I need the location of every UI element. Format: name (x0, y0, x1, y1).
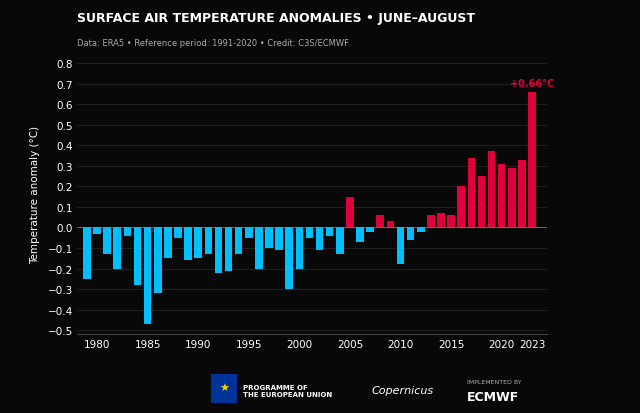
Bar (113, 228, 121, 269)
Bar (265, 228, 273, 249)
Text: Copernicus: Copernicus (371, 385, 433, 395)
Bar (83, 228, 91, 279)
Bar (518, 160, 525, 228)
Bar (326, 228, 333, 236)
Bar (214, 228, 222, 273)
Bar (468, 158, 475, 228)
Bar (407, 228, 415, 240)
Bar (124, 228, 131, 236)
Bar (184, 228, 192, 261)
Text: ECMWF: ECMWF (467, 390, 520, 403)
Bar (154, 228, 161, 294)
Text: Data: ERA5 • Reference period: 1991-2020 • Credit: C3S/ECMWF: Data: ERA5 • Reference period: 1991-2020… (77, 39, 349, 48)
Bar (255, 228, 262, 269)
Bar (195, 228, 202, 259)
Bar (296, 228, 303, 269)
Bar (387, 222, 394, 228)
Bar (285, 228, 293, 290)
Bar (205, 228, 212, 254)
Bar (477, 177, 485, 228)
Bar (336, 228, 344, 254)
Bar (508, 169, 516, 228)
Y-axis label: Temperature anomaly (°C): Temperature anomaly (°C) (31, 125, 40, 263)
Bar (528, 93, 536, 228)
Text: IMPLEMENTED BY: IMPLEMENTED BY (467, 380, 522, 385)
Bar (144, 228, 152, 324)
Text: ★: ★ (219, 383, 229, 393)
Bar (488, 152, 495, 228)
Bar (427, 216, 435, 228)
Bar (417, 228, 424, 232)
Bar (93, 228, 101, 234)
Bar (174, 228, 182, 238)
Bar (447, 216, 455, 228)
Bar (346, 197, 354, 228)
Bar (498, 164, 506, 228)
Bar (245, 228, 253, 238)
Bar (235, 228, 243, 254)
Bar (437, 214, 445, 228)
Bar (316, 228, 323, 250)
Text: SURFACE AIR TEMPERATURE ANOMALIES • JUNE–AUGUST: SURFACE AIR TEMPERATURE ANOMALIES • JUNE… (77, 12, 475, 25)
Bar (275, 228, 283, 250)
Text: PROGRAMME OF
THE EUROPEAN UNION: PROGRAMME OF THE EUROPEAN UNION (243, 384, 332, 397)
Bar (225, 228, 232, 271)
Bar (397, 228, 404, 265)
Bar (356, 228, 364, 242)
Bar (103, 228, 111, 254)
Bar (376, 216, 384, 228)
Bar (458, 187, 465, 228)
Bar (306, 228, 313, 238)
Bar (164, 228, 172, 259)
Bar (134, 228, 141, 285)
Bar (366, 228, 374, 232)
Text: +0.66°C: +0.66°C (510, 78, 554, 88)
